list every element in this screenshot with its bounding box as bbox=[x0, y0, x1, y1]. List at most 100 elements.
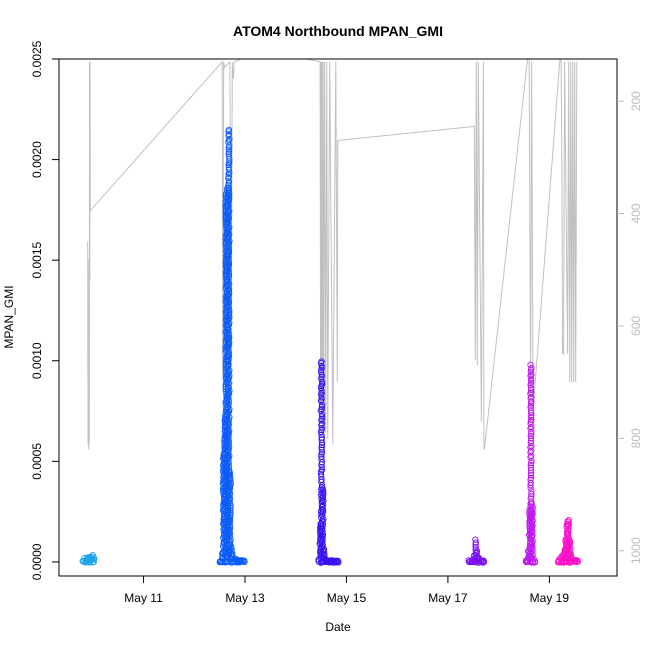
data-point bbox=[225, 227, 232, 235]
data-point bbox=[318, 482, 326, 489]
x-tick-label: May 13 bbox=[225, 591, 265, 605]
data-point bbox=[225, 225, 232, 232]
data-point bbox=[529, 545, 536, 553]
data-point bbox=[319, 531, 327, 538]
data-point bbox=[527, 464, 535, 471]
data-point bbox=[225, 220, 232, 228]
data-point bbox=[225, 331, 233, 338]
data-point bbox=[320, 490, 327, 497]
data-point bbox=[318, 410, 325, 418]
data-point bbox=[226, 158, 233, 165]
data-point bbox=[225, 173, 232, 180]
data-point bbox=[226, 224, 233, 231]
data-point bbox=[472, 543, 479, 551]
data-point bbox=[226, 367, 233, 374]
data-point bbox=[225, 463, 233, 470]
data-point bbox=[225, 255, 232, 263]
data-point bbox=[226, 387, 233, 395]
data-point bbox=[527, 380, 535, 387]
data-point bbox=[319, 492, 327, 499]
data-point bbox=[225, 194, 233, 201]
data-point bbox=[225, 376, 232, 383]
y-axis-label: MPAN_GMI bbox=[2, 285, 16, 348]
data-point bbox=[527, 444, 534, 451]
data-point bbox=[527, 390, 534, 397]
data-point bbox=[528, 488, 535, 495]
data-point bbox=[527, 472, 535, 479]
data-point bbox=[225, 353, 232, 361]
y-tick-label: 0.0005 bbox=[30, 443, 44, 480]
data-point bbox=[529, 510, 536, 518]
data-point bbox=[227, 502, 234, 510]
data-point bbox=[225, 351, 233, 358]
data-point bbox=[228, 546, 235, 553]
data-point bbox=[225, 360, 232, 368]
data-point bbox=[225, 277, 232, 284]
data-point bbox=[90, 558, 97, 566]
data-point bbox=[319, 541, 326, 549]
data-point bbox=[225, 130, 233, 138]
x-tick-label: May 11 bbox=[124, 591, 163, 605]
data-point bbox=[225, 253, 232, 261]
y-tick-label: 0.0020 bbox=[30, 141, 44, 178]
data-point bbox=[225, 166, 232, 173]
data-point bbox=[317, 468, 325, 475]
data-point bbox=[528, 365, 535, 372]
data-point bbox=[225, 244, 232, 251]
y-tick-label: 0.0025 bbox=[30, 40, 44, 77]
y2-tick-label: 1000 bbox=[629, 537, 643, 564]
data-point bbox=[320, 497, 327, 504]
data-point bbox=[226, 514, 234, 521]
data-point bbox=[226, 519, 233, 526]
data-point bbox=[320, 548, 328, 555]
data-point bbox=[225, 457, 232, 464]
data-point bbox=[226, 192, 233, 199]
x-tick-label: May 19 bbox=[530, 591, 570, 605]
data-point bbox=[564, 532, 572, 539]
data-point bbox=[226, 452, 233, 459]
data-point bbox=[226, 494, 234, 502]
data-point bbox=[226, 485, 234, 492]
x-tick-label: May 17 bbox=[428, 591, 468, 605]
data-point bbox=[320, 545, 328, 553]
data-point bbox=[318, 413, 326, 420]
data-point bbox=[318, 406, 325, 413]
data-point bbox=[527, 439, 534, 447]
data-point bbox=[566, 542, 573, 549]
data-point bbox=[566, 549, 574, 557]
data-point bbox=[319, 512, 326, 520]
data-point bbox=[318, 387, 325, 394]
data-point bbox=[225, 242, 232, 249]
data-point bbox=[225, 273, 233, 280]
data-point bbox=[226, 339, 233, 346]
data-point bbox=[91, 555, 98, 562]
data-point bbox=[225, 384, 232, 391]
data-point bbox=[480, 557, 487, 564]
data-point bbox=[225, 515, 233, 523]
data-point bbox=[527, 420, 534, 427]
data-point bbox=[226, 280, 233, 287]
data-point bbox=[528, 416, 535, 424]
data-point bbox=[565, 516, 572, 524]
data-point bbox=[319, 501, 327, 509]
y-tick-label: 0.0000 bbox=[30, 543, 44, 580]
data-point bbox=[226, 490, 234, 497]
data-point bbox=[225, 189, 233, 196]
x-axis-label: Date bbox=[325, 620, 351, 634]
data-point bbox=[227, 499, 234, 507]
y2-tick-label: 600 bbox=[629, 316, 643, 336]
data-point bbox=[319, 506, 327, 513]
data-point bbox=[319, 498, 326, 505]
data-point bbox=[226, 427, 233, 434]
data-point bbox=[574, 557, 581, 564]
data-point bbox=[225, 460, 232, 467]
data-point bbox=[529, 539, 536, 547]
data-point bbox=[227, 507, 234, 514]
data-point bbox=[225, 304, 232, 311]
data-point bbox=[472, 536, 479, 543]
data-points bbox=[79, 126, 581, 566]
data-point bbox=[225, 148, 233, 156]
data-point bbox=[317, 368, 325, 376]
data-point bbox=[528, 428, 535, 435]
